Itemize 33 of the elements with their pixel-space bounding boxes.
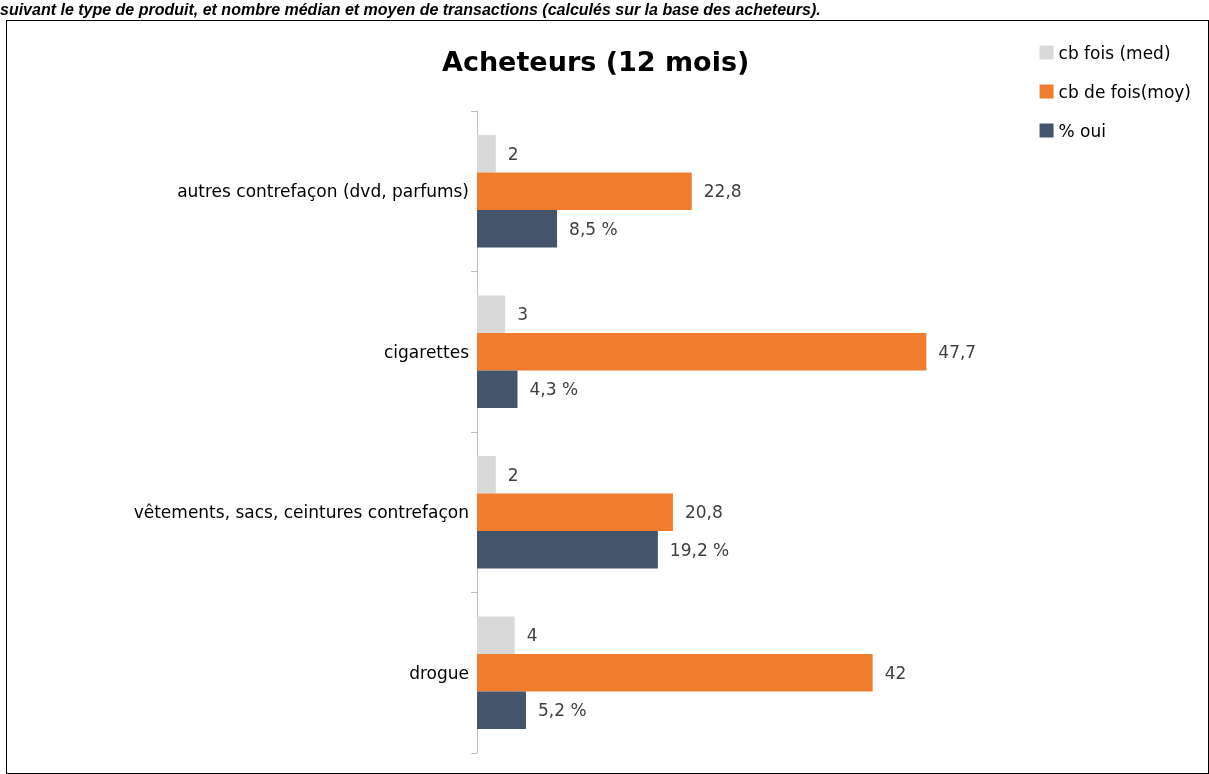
data-label: 4,3 % <box>529 379 579 400</box>
bar <box>477 172 692 210</box>
data-label: 19,2 % <box>669 539 730 560</box>
bar <box>477 616 515 655</box>
data-label: 5,2 % <box>537 700 587 721</box>
data-label: 22,8 <box>703 181 742 202</box>
y-tick-label: autres contrefaçon (dvd, parfums) <box>177 181 469 202</box>
data-label: 47,7 <box>938 341 977 362</box>
legend-label: cb fois (med) <box>1058 42 1171 63</box>
bar <box>477 333 927 371</box>
bar <box>477 456 496 494</box>
bar <box>477 691 526 729</box>
bar <box>477 295 506 334</box>
legend-label: % oui <box>1058 120 1107 141</box>
data-label: 3 <box>517 304 529 325</box>
data-label: 42 <box>884 662 907 683</box>
legend-label: cb de fois(moy) <box>1058 81 1192 102</box>
chart-title: Acheteurs (12 mois) <box>442 46 750 77</box>
bar <box>477 135 496 173</box>
y-tick-label: vêtements, sacs, ceintures contrefaçon <box>133 502 469 523</box>
data-label: 4 <box>526 625 538 646</box>
bar <box>477 530 658 569</box>
y-tick-label: cigarettes <box>384 341 470 362</box>
data-label: 2 <box>507 143 519 164</box>
data-label: 8,5 % <box>569 218 618 239</box>
data-label: 20,8 <box>684 502 723 523</box>
bar <box>477 493 673 531</box>
bar <box>477 370 518 408</box>
text: suivant le type de produit, et nombre médian et moyen de transactions (calculés sur la base des acheteurs). <box>0 0 822 20</box>
y-tick-label: drogue <box>409 662 469 683</box>
data-label: 2 <box>507 464 519 485</box>
bar <box>477 654 873 692</box>
bar <box>477 209 558 248</box>
